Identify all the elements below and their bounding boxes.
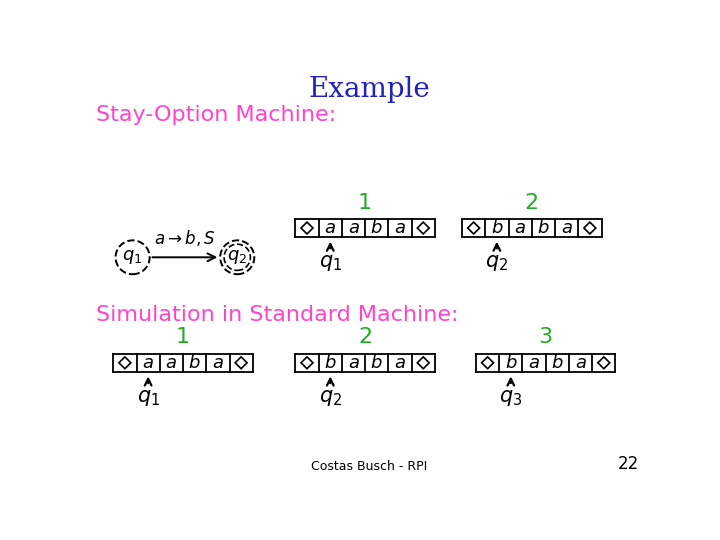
- Text: 1: 1: [358, 193, 372, 213]
- Text: $a$: $a$: [528, 354, 540, 372]
- Text: 1: 1: [176, 327, 190, 347]
- Text: 22: 22: [618, 455, 639, 473]
- Text: $q_1$: $q_1$: [319, 253, 342, 273]
- Text: $q_1$: $q_1$: [137, 388, 160, 408]
- Text: $q_1$: $q_1$: [122, 248, 143, 266]
- Text: $b$: $b$: [490, 219, 503, 237]
- Text: $a$: $a$: [348, 219, 359, 237]
- Text: $a \rightarrow b, S$: $a \rightarrow b, S$: [154, 228, 216, 248]
- Text: Costas Busch - RPI: Costas Busch - RPI: [311, 460, 427, 473]
- Text: $b$: $b$: [189, 354, 201, 372]
- Text: $a$: $a$: [348, 354, 359, 372]
- Text: $a$: $a$: [143, 354, 154, 372]
- Text: $a$: $a$: [514, 219, 526, 237]
- Text: Stay-Option Machine:: Stay-Option Machine:: [96, 105, 336, 125]
- Text: $a$: $a$: [394, 354, 406, 372]
- Text: $b$: $b$: [551, 354, 564, 372]
- Text: $b$: $b$: [505, 354, 517, 372]
- Text: 2: 2: [358, 327, 372, 347]
- Text: 3: 3: [539, 327, 553, 347]
- Text: $a$: $a$: [394, 219, 406, 237]
- Text: $a$: $a$: [561, 219, 572, 237]
- Text: Example: Example: [308, 76, 430, 103]
- Text: Simulation in Standard Machine:: Simulation in Standard Machine:: [96, 305, 459, 325]
- Text: $a$: $a$: [212, 354, 224, 372]
- Text: $b$: $b$: [324, 354, 336, 372]
- Text: $a$: $a$: [575, 354, 587, 372]
- Text: $q_2$: $q_2$: [319, 388, 342, 408]
- Text: $q_3$: $q_3$: [499, 388, 523, 408]
- Text: $b$: $b$: [371, 354, 383, 372]
- Text: $q_2$: $q_2$: [228, 248, 248, 266]
- Text: $b$: $b$: [371, 219, 383, 237]
- Text: $a$: $a$: [324, 219, 336, 237]
- Text: $q_2$: $q_2$: [485, 253, 508, 273]
- Text: $a$: $a$: [166, 354, 177, 372]
- Text: 2: 2: [525, 193, 539, 213]
- Text: $b$: $b$: [537, 219, 549, 237]
